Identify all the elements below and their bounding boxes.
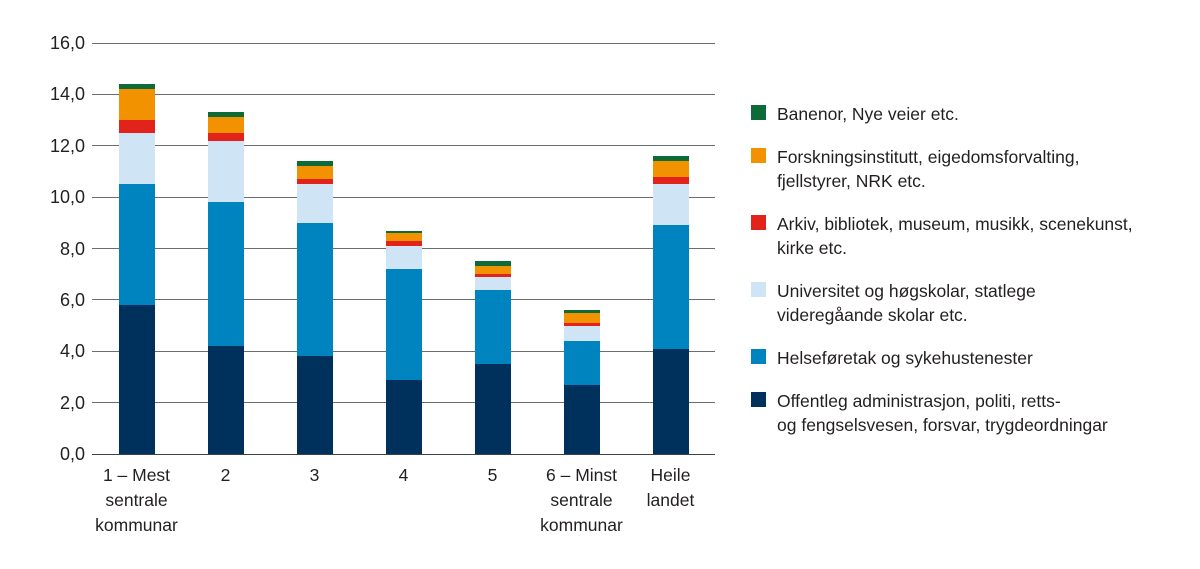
bar-4-segment-series-6 bbox=[385, 230, 422, 234]
bar-4-segment-series-3 bbox=[385, 245, 422, 270]
bar-5-segment-series-6 bbox=[474, 261, 511, 267]
bar-5-segment-series-5 bbox=[474, 266, 511, 275]
legend-color-swatch bbox=[751, 215, 766, 230]
bar-2-segment-series-1 bbox=[207, 346, 244, 454]
y-axis-tick-label: 2,0 bbox=[59, 392, 85, 413]
bar-2-segment-series-4 bbox=[207, 132, 244, 141]
bar-1-segment-series-2 bbox=[118, 184, 155, 305]
bar-3-segment-series-3 bbox=[296, 184, 333, 223]
x-axis-category-label: 2 bbox=[220, 465, 231, 485]
bar-5-segment-series-4 bbox=[474, 274, 511, 277]
x-axis-category-label: 3 bbox=[309, 465, 320, 485]
bar-3-segment-series-1 bbox=[296, 356, 333, 454]
bar-6-segment-series-1 bbox=[563, 384, 600, 454]
bar-2-segment-series-2 bbox=[207, 202, 244, 347]
legend-label: Forskningsinstitutt, eigedomsforvalting,… bbox=[777, 147, 1080, 191]
x-axis-category-label: 1 – Mest sentrale kommunar bbox=[95, 465, 178, 535]
legend-color-swatch bbox=[751, 392, 766, 407]
bar-1-segment-series-6 bbox=[118, 84, 155, 90]
legend-label: Arkiv, bibliotek, museum, musikk, scenek… bbox=[777, 214, 1133, 258]
legend-color-swatch bbox=[751, 282, 766, 297]
bar-7-segment-series-5 bbox=[652, 161, 689, 177]
legend-label: Helseføretak og sykehustenester bbox=[777, 348, 1033, 368]
legend-item: Banenor, Nye veier etc. bbox=[751, 102, 1191, 126]
bar-1-segment-series-4 bbox=[118, 120, 155, 133]
x-axis-category-label: 4 bbox=[398, 465, 409, 485]
bar-2-segment-series-3 bbox=[207, 140, 244, 203]
bar-3-segment-series-6 bbox=[296, 161, 333, 167]
bar-6-segment-series-2 bbox=[563, 340, 600, 385]
legend-item: Forskningsinstitutt, eigedomsforvalting,… bbox=[751, 145, 1191, 193]
bar-5-segment-series-1 bbox=[474, 364, 511, 454]
bar-2-segment-series-6 bbox=[207, 112, 244, 118]
gridline bbox=[92, 42, 715, 44]
x-axis-category-label: 6 – Minst sentrale kommunar bbox=[540, 465, 623, 535]
y-axis-tick-label: 6,0 bbox=[59, 289, 85, 310]
bar-6-segment-series-5 bbox=[563, 312, 600, 323]
gridline bbox=[92, 93, 715, 95]
y-axis-tick-label: 8,0 bbox=[59, 238, 85, 259]
chart-legend: Banenor, Nye veier etc. Forskningsinstitu… bbox=[751, 102, 1191, 437]
bar-7-segment-series-1 bbox=[652, 348, 689, 454]
bar-3-segment-series-5 bbox=[296, 166, 333, 180]
bar-1-segment-series-5 bbox=[118, 89, 155, 121]
bar-4-segment-series-1 bbox=[385, 379, 422, 454]
legend-label: Banenor, Nye veier etc. bbox=[777, 104, 959, 124]
bar-7-segment-series-4 bbox=[652, 176, 689, 185]
gridline bbox=[92, 145, 715, 147]
bar-1-segment-series-1 bbox=[118, 305, 155, 454]
bar-5-segment-series-2 bbox=[474, 289, 511, 365]
bar-6-segment-series-4 bbox=[563, 322, 600, 326]
bar-5-segment-series-3 bbox=[474, 276, 511, 290]
bar-4-segment-series-5 bbox=[385, 233, 422, 241]
y-axis-tick-label: 10,0 bbox=[49, 187, 85, 208]
bar-6-segment-series-3 bbox=[563, 325, 600, 341]
y-axis-tick-label: 14,0 bbox=[49, 84, 85, 105]
bar-4-segment-series-2 bbox=[385, 269, 422, 380]
legend-color-swatch bbox=[751, 148, 766, 163]
legend-color-swatch bbox=[751, 349, 766, 364]
bar-1-segment-series-3 bbox=[118, 132, 155, 185]
legend-label: Universitet og høgskolar, statlege vider… bbox=[777, 281, 1036, 325]
y-axis-tick-label: 16,0 bbox=[49, 33, 85, 53]
y-axis-tick-label: 4,0 bbox=[59, 341, 85, 362]
gridline bbox=[92, 453, 715, 455]
legend-item: Offentleg administrasjon, politi, retts-… bbox=[751, 389, 1191, 437]
bar-7-segment-series-3 bbox=[652, 184, 689, 226]
bar-3-segment-series-4 bbox=[296, 179, 333, 185]
y-axis-tick-label: 0,0 bbox=[59, 444, 85, 464]
legend-item: Universitet og høgskolar, statlege vider… bbox=[751, 279, 1191, 327]
bar-2-segment-series-5 bbox=[207, 117, 244, 133]
gridline bbox=[92, 196, 715, 198]
x-axis-category-label: Heile landet bbox=[646, 465, 695, 510]
legend-item: Helseføretak og sykehustenester bbox=[751, 346, 1191, 370]
bar-4-segment-series-4 bbox=[385, 240, 422, 246]
bar-6-segment-series-6 bbox=[563, 310, 600, 313]
y-axis-tick-label: 12,0 bbox=[49, 135, 85, 156]
legend-color-swatch bbox=[751, 105, 766, 120]
x-axis-category-label: 5 bbox=[487, 465, 498, 485]
legend-label: Offentleg administrasjon, politi, retts-… bbox=[777, 391, 1108, 435]
legend-item: Arkiv, bibliotek, museum, musikk, scenek… bbox=[751, 212, 1191, 260]
bar-7-segment-series-6 bbox=[652, 156, 689, 162]
bar-7-segment-series-2 bbox=[652, 225, 689, 349]
bar-3-segment-series-2 bbox=[296, 222, 333, 357]
